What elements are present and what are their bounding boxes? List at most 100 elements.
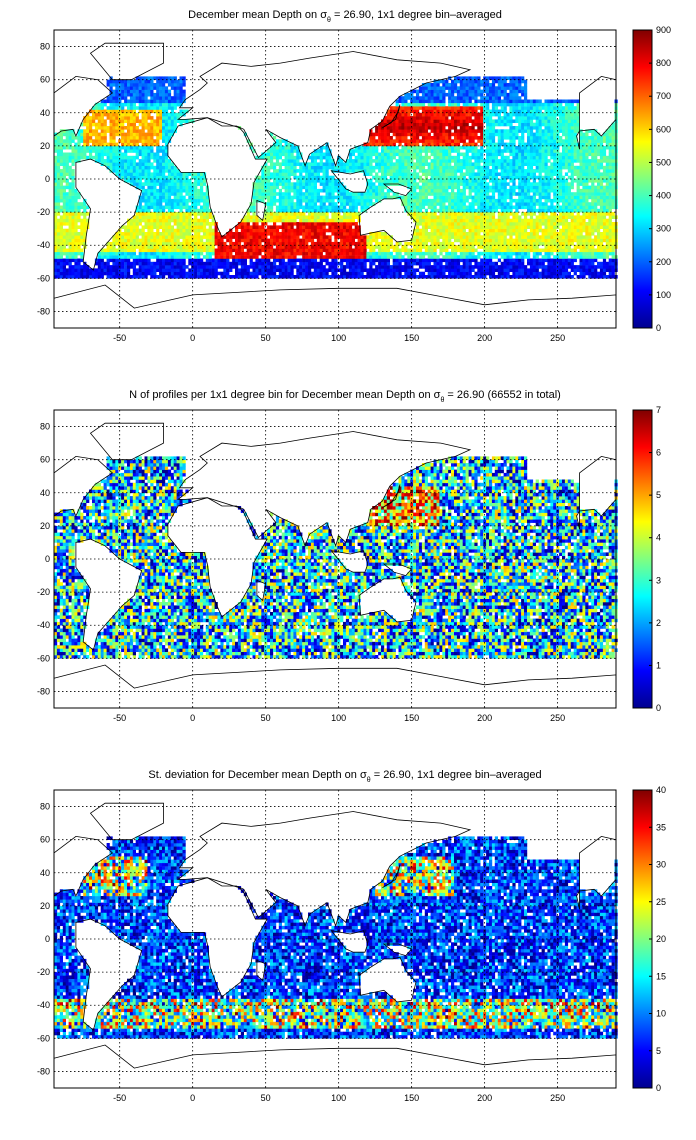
heat-cell — [430, 106, 434, 110]
heat-cell — [56, 228, 61, 233]
heat-cell — [381, 122, 385, 127]
heat-cell — [410, 145, 414, 150]
heat-cell — [442, 241, 446, 246]
heat-cell — [281, 208, 285, 213]
heat-cell — [322, 241, 326, 246]
heat-cell — [71, 185, 75, 190]
heat-cell — [427, 248, 431, 253]
heat-cell — [86, 119, 90, 123]
heat-cell — [97, 145, 101, 150]
heat-cell — [439, 159, 443, 163]
heat-cell — [235, 225, 239, 229]
heat-cell — [413, 208, 417, 213]
heat-cell — [313, 222, 317, 226]
heat-cell — [170, 126, 174, 130]
heat-cell — [436, 89, 440, 94]
heat-cell — [337, 165, 341, 170]
heat-cell — [430, 96, 434, 100]
heat-cell — [360, 198, 364, 203]
heat-cell — [208, 235, 212, 239]
heat-cell — [372, 169, 376, 173]
heat-cell — [74, 149, 78, 153]
heat-cell — [343, 162, 347, 166]
heat-cell — [413, 268, 417, 272]
heat-cell — [159, 271, 163, 276]
heat-cell — [121, 132, 125, 137]
heat-cell — [281, 271, 285, 276]
heat-cell — [173, 92, 177, 97]
heat-cell — [421, 275, 426, 279]
heat-cell — [153, 102, 157, 107]
heat-cell — [445, 172, 449, 176]
heat-cell — [71, 205, 75, 210]
heat-cell — [71, 225, 75, 229]
heat-cell — [127, 255, 131, 259]
heat-cell — [109, 145, 113, 150]
heat-cell — [448, 96, 452, 100]
heat-cell — [156, 149, 160, 153]
heat-cell — [65, 165, 69, 170]
heat-cell — [132, 132, 136, 137]
heat-cell — [372, 136, 376, 140]
heat-cell — [392, 258, 396, 263]
heat-cell — [202, 225, 207, 229]
heat-cell — [424, 208, 428, 213]
heat-cell — [153, 198, 157, 203]
heat-cell — [264, 258, 268, 263]
heat-cell — [372, 175, 376, 180]
heat-cell — [115, 83, 119, 87]
heat-cell — [124, 155, 128, 160]
heat-cell — [369, 268, 373, 272]
heat-cell — [305, 255, 309, 259]
heat-cell — [249, 275, 253, 279]
heat-cell — [121, 79, 125, 84]
heat-cell — [308, 155, 312, 160]
heat-cell — [156, 265, 160, 269]
heat-cell — [413, 195, 417, 200]
heat-cell — [62, 129, 66, 133]
heat-cell — [418, 99, 423, 104]
heat-cell — [328, 238, 332, 243]
heat-cell — [448, 175, 452, 180]
heat-cell — [94, 129, 99, 133]
heat-cell — [383, 169, 388, 173]
heat-cell — [404, 175, 408, 180]
heat-cell — [164, 165, 169, 170]
heat-cell — [115, 155, 119, 160]
heat-cell — [439, 116, 443, 120]
heat-cell — [74, 235, 78, 239]
heat-cell — [299, 228, 303, 233]
heat-cell — [313, 179, 317, 183]
heat-cell — [264, 162, 268, 166]
heat-cell — [386, 245, 390, 249]
heat-cell — [68, 129, 72, 133]
heat-cell — [445, 139, 449, 143]
heat-cell — [194, 258, 198, 263]
heat-cell — [170, 182, 174, 186]
heat-cell — [100, 136, 104, 140]
heat-cell — [100, 268, 104, 272]
heat-cell — [173, 188, 177, 193]
heat-cell — [424, 129, 428, 133]
heat-cell — [381, 142, 385, 147]
heat-cell — [310, 182, 315, 186]
heat-cell — [357, 149, 361, 153]
heat-cell — [316, 268, 320, 272]
heat-cell — [200, 225, 204, 229]
heat-cell — [71, 175, 75, 180]
heat-cell — [118, 255, 122, 259]
heat-cell — [284, 235, 288, 239]
heat-cell — [310, 228, 315, 233]
heat-cell — [188, 182, 192, 186]
heat-cell — [375, 185, 379, 190]
heat-cell — [252, 271, 256, 276]
heat-cell — [129, 126, 134, 130]
heat-cell — [354, 169, 358, 173]
heat-cell — [334, 165, 338, 170]
heat-cell — [278, 195, 282, 200]
heat-cell — [310, 232, 315, 236]
heat-cell — [138, 145, 142, 150]
heat-cell — [290, 172, 294, 176]
heat-cell — [407, 162, 411, 166]
heat-cell — [296, 248, 300, 253]
